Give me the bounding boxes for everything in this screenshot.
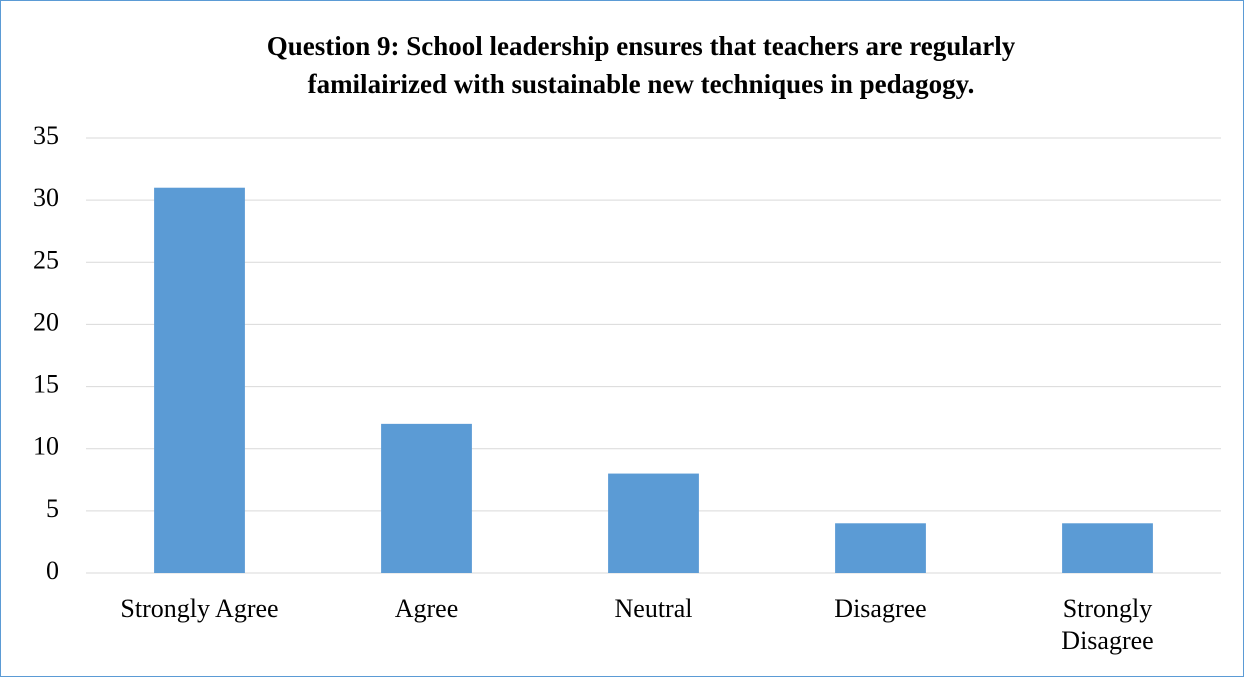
x-tick-label: Strongly Agree bbox=[120, 594, 279, 623]
y-tick-label: 10 bbox=[33, 432, 59, 461]
bar bbox=[381, 423, 472, 573]
y-tick-label: 5 bbox=[46, 494, 59, 523]
x-tick-label: Neutral bbox=[614, 594, 693, 623]
y-tick-label: 35 bbox=[33, 121, 59, 150]
chart-title: Question 9: School leadership ensures th… bbox=[267, 31, 1016, 61]
chart-title: familairized with sustainable new techni… bbox=[308, 69, 975, 99]
x-tick-label: Strongly Disagree bbox=[1061, 594, 1154, 655]
y-tick-label: 25 bbox=[33, 245, 59, 274]
bar bbox=[1062, 523, 1153, 573]
bar bbox=[835, 523, 926, 573]
bar bbox=[608, 473, 699, 573]
y-tick-label: 30 bbox=[33, 183, 59, 212]
y-tick-label: 15 bbox=[33, 370, 59, 399]
x-tick-label: Agree bbox=[394, 594, 459, 623]
bar bbox=[154, 187, 245, 573]
y-tick-label: 0 bbox=[46, 556, 59, 585]
y-tick-label: 20 bbox=[33, 307, 59, 336]
x-tick-label: Disagree bbox=[834, 594, 927, 623]
